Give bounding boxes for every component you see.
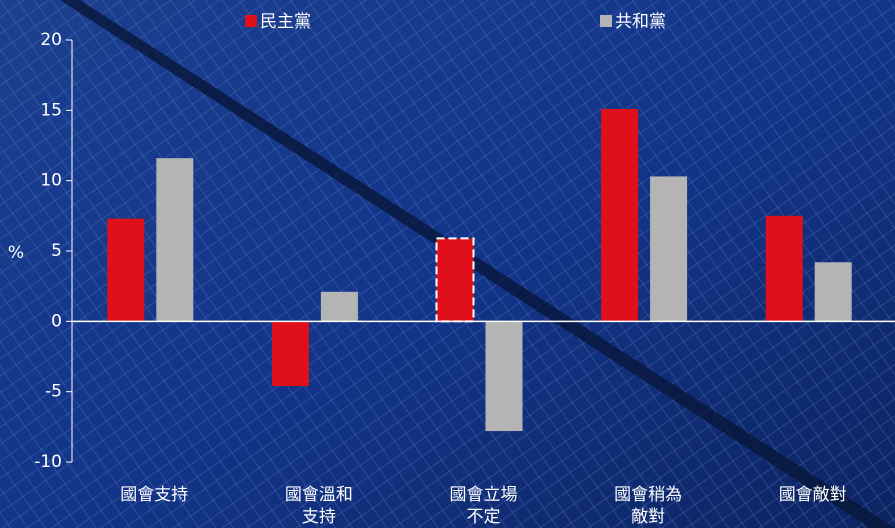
bar [485, 321, 523, 432]
legend-label: 共和黨 [615, 12, 666, 32]
y-tick-label: -5 [45, 382, 62, 402]
x-tick-label-line: 敵對 [631, 507, 665, 527]
y-tick-label: 10 [40, 171, 62, 191]
y-tick-label: -10 [34, 452, 62, 472]
x-tick-label-line: 國會溫和 [285, 485, 353, 505]
x-tick-label: 國會溫和支持 [285, 485, 353, 527]
panel-gap [60, 0, 895, 528]
bar [156, 158, 194, 322]
bar [765, 215, 803, 322]
x-tick-label: 國會稍為敵對 [614, 485, 682, 527]
x-tick-label: 國會立場不定 [450, 485, 518, 527]
x-tick-label: 國會支持 [120, 485, 188, 505]
x-tick-label-line: 國會稍為 [614, 485, 682, 505]
x-tick-label-line: 不定 [467, 507, 501, 527]
bar [320, 291, 358, 322]
bar [107, 218, 145, 322]
bar [650, 176, 688, 322]
y-tick-label: 20 [40, 30, 62, 50]
x-tick-label: 國會敵對 [779, 485, 847, 505]
bar [435, 237, 475, 323]
bar [814, 262, 852, 322]
y-tick-label: 15 [40, 100, 62, 120]
y-tick-label: 5 [51, 241, 62, 261]
x-tick-label-line: 國會立場 [450, 485, 518, 505]
x-tick-label-line: 支持 [302, 507, 336, 527]
legend-label: 民主黨 [260, 12, 311, 32]
bar [271, 321, 309, 387]
legend-swatch [245, 15, 257, 27]
bar [601, 108, 639, 322]
legend-swatch [600, 15, 612, 27]
y-tick-label: 0 [51, 311, 62, 331]
y-axis-label: % [8, 243, 24, 263]
